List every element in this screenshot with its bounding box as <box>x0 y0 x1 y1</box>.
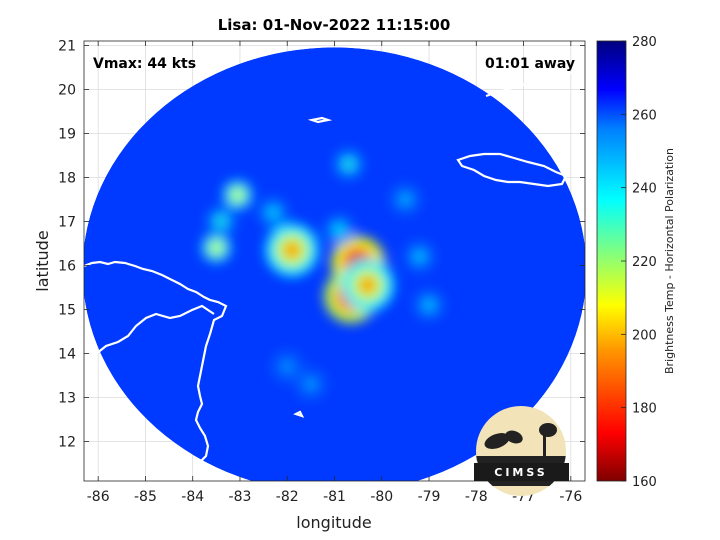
feature-core <box>306 379 316 390</box>
y-tick-label: 21 <box>58 38 76 54</box>
x-tick-label: -86 <box>87 489 110 505</box>
logo-tank-icon <box>539 423 557 437</box>
bay-island-coast <box>293 410 305 418</box>
feature-core <box>268 207 278 218</box>
cayman-islands-coast <box>307 116 333 124</box>
x-tick-label: -84 <box>181 489 204 505</box>
central-america-coast <box>84 260 228 463</box>
cimss-logo: CIMSS <box>474 406 569 496</box>
y-tick-label: 19 <box>58 126 76 142</box>
y-tick-label: 20 <box>58 82 76 98</box>
jamaica-coast <box>456 152 568 188</box>
honduras-border <box>84 304 215 356</box>
logo-tower-icon <box>543 432 546 462</box>
y-tick-label: 12 <box>58 434 76 450</box>
feature-core <box>282 361 293 372</box>
plot-area <box>84 41 585 481</box>
y-tick-label: 17 <box>58 214 76 230</box>
feature-core <box>343 159 354 169</box>
colorbar-label: Brightness Temp - Horizontal Polarizatio… <box>663 148 676 374</box>
colorbar: 160 180 200 220 240 260 280 Brightness Temp - … <box>596 35 676 490</box>
feature-core <box>210 242 222 254</box>
x-tick-label: -82 <box>276 489 299 505</box>
cuba-coast <box>485 70 581 98</box>
x-tick-label: -83 <box>229 489 252 505</box>
y-tick-label: 16 <box>58 258 76 274</box>
y-axis-label: latitude <box>33 230 52 291</box>
feature-core <box>414 251 425 262</box>
x-tick-label: -85 <box>134 489 157 505</box>
feature-core <box>283 241 301 259</box>
feature-core <box>232 189 244 201</box>
x-tick-label: -80 <box>370 489 393 505</box>
feature-core <box>216 216 226 227</box>
gulf-of-fonseca-coast <box>84 461 101 479</box>
x-tick-label: -76 <box>559 489 582 505</box>
feature-core <box>359 276 376 294</box>
logo-dish-icon <box>484 433 510 449</box>
vmax-annotation: Vmax: 44 kts <box>93 56 196 72</box>
feature-core <box>424 300 434 310</box>
chart-title: Lisa: 01-Nov-2022 11:15:00 <box>218 16 451 34</box>
colorbar-tick-label: 160 <box>632 475 657 490</box>
x-tick-label: -79 <box>418 489 441 505</box>
colorbar-tick-label: 220 <box>632 255 657 270</box>
y-tick-label: 13 <box>58 390 76 406</box>
y-tick-label: 15 <box>58 302 76 318</box>
feature-core <box>400 194 411 205</box>
colorbar-tick-label: 260 <box>632 108 657 123</box>
colorbar-tick-label: 280 <box>632 35 657 50</box>
x-axis-label: longitude <box>296 513 371 532</box>
x-ticks: -86 -85 -84 -83 -82 -81 -80 -79 -78 -77 -76 <box>87 41 582 505</box>
coastlines <box>84 70 581 479</box>
logo-text: CIMSS <box>494 466 547 479</box>
x-tick-label: -81 <box>323 489 346 505</box>
x-tick-label: -78 <box>465 489 488 505</box>
time-away-annotation: 01:01 away <box>485 56 575 72</box>
y-ticks: 12 13 14 15 16 17 18 19 20 21 <box>58 38 585 450</box>
feature-core <box>334 225 345 235</box>
colorbar-tick-label: 240 <box>632 182 657 197</box>
y-tick-label: 18 <box>58 170 76 186</box>
colorbar-ticks: 160 180 200 220 240 260 280 <box>621 35 657 490</box>
colorbar-tick-label: 180 <box>632 402 657 417</box>
colorbar-tick-label: 200 <box>632 328 657 343</box>
y-tick-label: 14 <box>58 346 76 362</box>
logo-dish-2-icon <box>505 430 523 444</box>
logo-banner <box>474 463 569 481</box>
